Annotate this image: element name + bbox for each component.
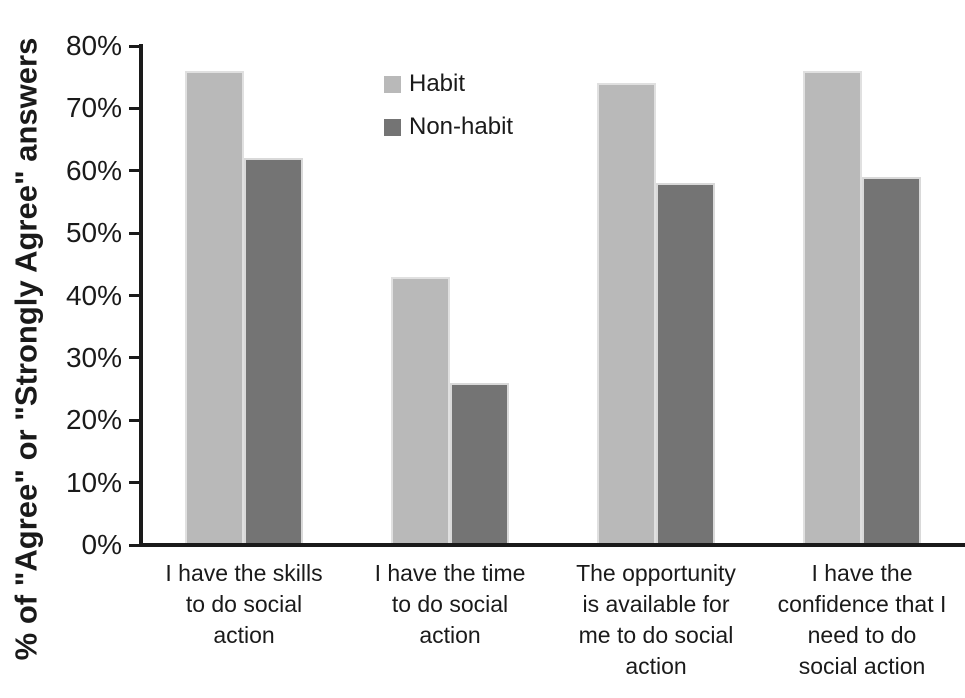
bar-non-habit xyxy=(450,382,509,545)
bar-habit xyxy=(185,70,244,545)
y-tick xyxy=(129,418,141,422)
legend-label: Non-habit xyxy=(409,113,514,140)
y-tick-label: 60% xyxy=(65,154,122,186)
y-tick xyxy=(129,543,141,547)
bar-habit xyxy=(391,276,450,545)
category-label: I have the skills to do social action xyxy=(165,560,323,648)
y-tick xyxy=(129,481,141,485)
y-axis-line xyxy=(139,44,143,547)
y-tick-label: 10% xyxy=(65,466,122,498)
legend-swatch xyxy=(384,75,401,93)
bar-non-habit xyxy=(244,158,303,545)
bar-non-habit xyxy=(862,176,921,545)
legend-swatch xyxy=(384,118,401,136)
y-tick-label: 70% xyxy=(65,92,122,124)
y-tick-label: 80% xyxy=(65,30,122,61)
x-axis-line xyxy=(139,543,965,547)
y-tick xyxy=(129,169,141,173)
y-tick xyxy=(129,106,141,110)
y-tick-label: 40% xyxy=(65,279,122,311)
legend-item-non-habit: Non-habit xyxy=(384,113,514,140)
y-tick-label: 20% xyxy=(65,404,122,436)
legend-label: Habit xyxy=(409,70,466,97)
y-tick xyxy=(129,231,141,235)
y-tick xyxy=(129,356,141,360)
y-tick xyxy=(129,294,141,297)
category-label: The opportunity is available for me to d… xyxy=(576,560,736,679)
bar-habit xyxy=(597,83,656,545)
legend-item-habit: Habit xyxy=(384,70,466,97)
y-tick-label: 30% xyxy=(65,341,122,373)
bar-non-habit xyxy=(656,183,715,545)
y-tick-label: 50% xyxy=(65,217,122,249)
y-tick-label: 0% xyxy=(81,529,122,560)
category-label: I have the confidence that I need to do … xyxy=(777,560,947,679)
bar-habit xyxy=(803,70,862,545)
category-label: I have the time to do social action xyxy=(374,560,526,648)
y-tick xyxy=(129,44,141,48)
